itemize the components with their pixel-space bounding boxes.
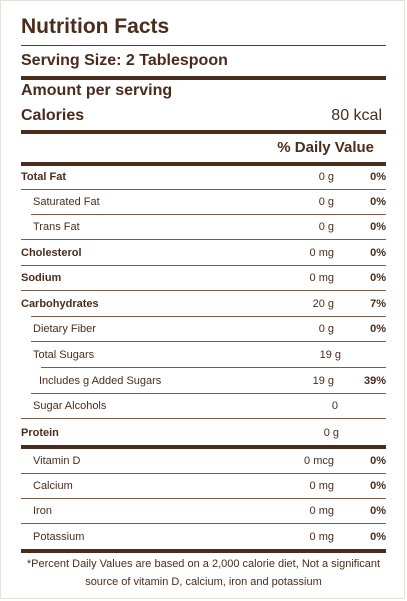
nutrient-row-sugar-alcohols: Sugar Alcohols 0 (21, 394, 386, 419)
nutrient-dv: 0% (370, 505, 386, 517)
nutrient-amount: 0 g (323, 427, 339, 439)
nutrient-dv: 0% (370, 323, 386, 335)
nutrient-amount: 0 mg (309, 247, 334, 259)
daily-value-header: % Daily Value (277, 139, 374, 156)
nutrient-row-trans-fat: Trans Fat 0 g 0% (21, 215, 386, 240)
nutrient-amount: 0 g (318, 196, 334, 208)
nutrient-label: Sugar Alcohols (33, 400, 107, 412)
nutrient-label: Trans Fat (33, 221, 80, 233)
divider (21, 45, 386, 46)
nutrient-amount: 0 mcg (304, 455, 334, 467)
nutrient-amount: 0 mg (309, 272, 334, 284)
divider-thick (21, 130, 386, 134)
divider-thick (21, 445, 386, 449)
nutrient-amount: 0 g (318, 171, 334, 183)
nutrient-amount: 0 (331, 400, 338, 412)
nutrient-amount: 0 mg (309, 480, 334, 492)
nutrient-amount: 19 g (312, 375, 334, 387)
nutrient-label: Carbohydrates (21, 298, 99, 310)
nutrient-label: Calcium (33, 480, 73, 492)
nutrient-label: Total Sugars (33, 349, 95, 361)
nutrient-label: Iron (33, 505, 52, 517)
divider-thick (21, 162, 386, 166)
nutrient-label: Total Fat (21, 171, 67, 183)
divider-thick (21, 76, 386, 80)
nutrient-row-saturated-fat: Saturated Fat 0 g 0% (21, 190, 386, 215)
nutrient-row-cholesterol: Cholesterol 0 mg 0% (21, 241, 386, 266)
nutrient-dv: 0% (370, 455, 386, 467)
nutrient-label: Potassium (33, 531, 85, 543)
nutrient-row-total-fat: Total Fat 0 g 0% (21, 165, 386, 190)
nutrient-dv: 0% (370, 196, 386, 208)
nutrient-row-total-sugars: Total Sugars 19 g (21, 343, 386, 368)
divider-thick (21, 549, 386, 553)
nutrient-row-added-sugars: Includes g Added Sugars 19 g 39% (21, 369, 386, 394)
amount-per-serving: Amount per serving (21, 82, 173, 99)
nutrient-amount: 19 g (319, 349, 341, 361)
panel-title: Nutrition Facts (21, 15, 170, 38)
nutrient-dv: 7% (370, 298, 386, 310)
nutrient-row-carbohydrates: Carbohydrates 20 g 7% (21, 292, 386, 317)
nutrient-row-potassium: Potassium 0 mg 0% (21, 525, 386, 550)
calories-value: 80 kcal (331, 107, 382, 124)
nutrient-dv: 0% (370, 480, 386, 492)
nutrient-dv: 39% (363, 375, 386, 387)
nutrient-row-iron: Iron 0 mg 0% (21, 499, 386, 524)
nutrient-label: Vitamin D (33, 455, 81, 467)
nutrient-dv: 0% (370, 171, 386, 183)
serving-size: Serving Size: 2 Tablespoon (21, 52, 228, 69)
nutrient-amount: 0 g (318, 323, 334, 335)
nutrient-amount: 0 mg (309, 505, 334, 517)
nutrient-amount: 20 g (312, 298, 334, 310)
footnote: *Percent Daily Values are based on a 2,0… (26, 558, 381, 588)
nutrient-label: Saturated Fat (33, 196, 100, 208)
nutrient-amount: 0 mg (309, 531, 334, 543)
nutrient-amount: 0 g (318, 221, 334, 233)
nutrient-row-dietary-fiber: Dietary Fiber 0 g 0% (21, 317, 386, 342)
nutrient-label: Dietary Fiber (33, 323, 96, 335)
nutrient-label: Includes g Added Sugars (39, 375, 162, 387)
nutrient-label: Sodium (21, 272, 62, 284)
nutrient-dv: 0% (370, 272, 386, 284)
calories-label: Calories (21, 107, 85, 124)
nutrient-label: Protein (21, 427, 59, 439)
nutrient-row-calcium: Calcium 0 mg 0% (21, 474, 386, 499)
nutrient-dv: 0% (370, 531, 386, 543)
nutrient-row-protein: Protein 0 g (21, 421, 386, 446)
nutrient-row-vitamin-d: Vitamin D 0 mcg 0% (21, 449, 386, 474)
nutrient-dv: 0% (370, 221, 386, 233)
nutrient-row-sodium: Sodium 0 mg 0% (21, 266, 386, 291)
nutrient-label: Cholesterol (21, 247, 82, 259)
nutrient-dv: 0% (370, 247, 386, 259)
